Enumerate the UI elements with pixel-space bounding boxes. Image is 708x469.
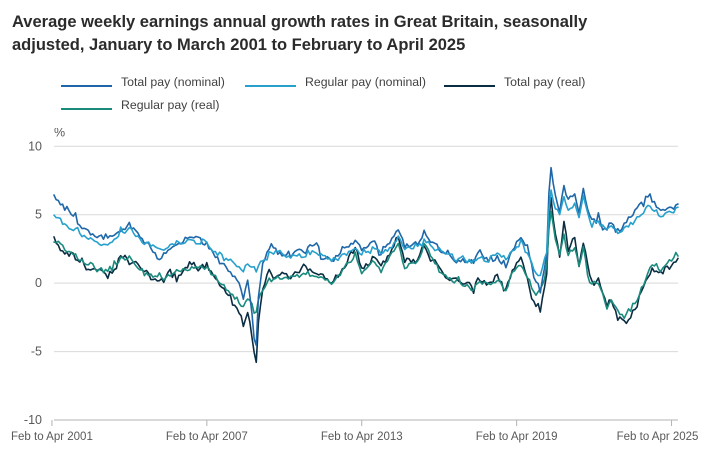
svg-text:Feb to Apr 2025: Feb to Apr 2025 [617, 431, 699, 443]
svg-text:Feb to Apr 2013: Feb to Apr 2013 [321, 431, 403, 443]
svg-text:5: 5 [35, 208, 42, 222]
svg-text:0: 0 [35, 276, 42, 290]
svg-text:Feb to Apr 2007: Feb to Apr 2007 [166, 431, 248, 443]
svg-text:-10: -10 [24, 413, 42, 427]
svg-text:Feb to Apr 2019: Feb to Apr 2019 [476, 431, 558, 443]
svg-text:10: 10 [28, 139, 42, 153]
svg-text:%: % [54, 128, 65, 139]
svg-text:-5: -5 [31, 345, 42, 359]
svg-text:Feb to Apr 2001: Feb to Apr 2001 [11, 431, 93, 443]
